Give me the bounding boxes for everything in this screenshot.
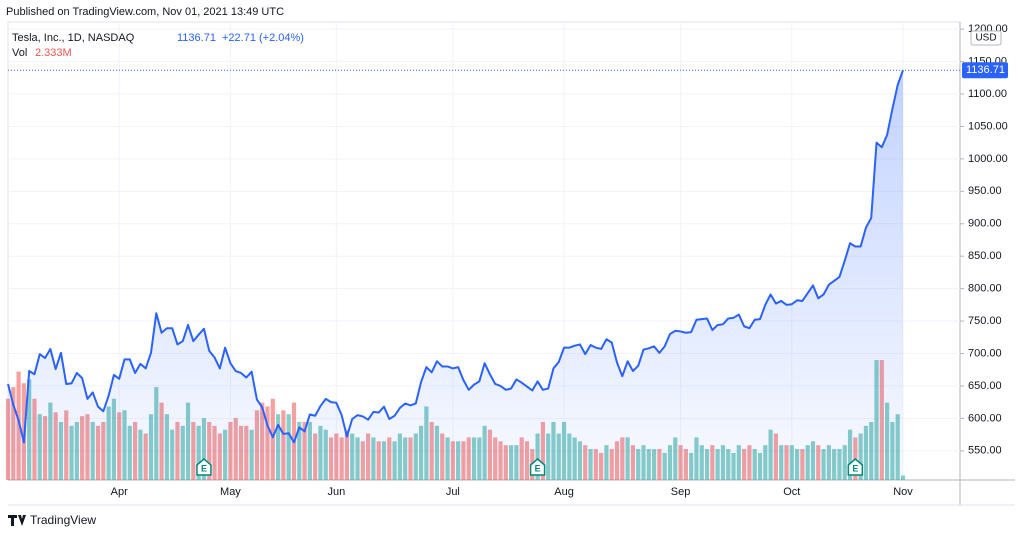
earnings-label: E (535, 463, 541, 473)
price (7, 69, 960, 480)
price-change: +22.71 (+2.04%) (222, 32, 304, 44)
x-tick-label: May (220, 486, 241, 498)
x-tick-label: Oct (783, 486, 800, 498)
earnings-label: E (852, 463, 858, 473)
published: Published on TradingView.com, Nov 01, 20… (6, 6, 284, 18)
currency: USD (975, 33, 996, 44)
x-tick-label: Apr (111, 486, 128, 498)
earnings-icon (847, 458, 864, 476)
y-tick-label: 550.00 (968, 445, 1002, 457)
earnings-label: E (201, 463, 207, 473)
y-tick-label: 800.00 (968, 283, 1002, 295)
symbol: Tesla, Inc., 1D, NASDAQ (12, 32, 135, 44)
last-price: 1136.71 (177, 32, 216, 44)
price-area (8, 70, 903, 480)
y-tick-label: 700.00 (968, 347, 1002, 359)
y-tick-label: 750.00 (968, 315, 1002, 327)
y-tick-label: 1000.00 (968, 153, 1008, 165)
y-tick-label: 950.00 (968, 185, 1002, 197)
y-tick-label: 850.00 (968, 250, 1002, 262)
y-tick-label: 600.00 (968, 412, 1002, 424)
x-tick-label: Nov (893, 486, 913, 498)
y-tick-label: 1150.00 (968, 55, 1007, 67)
brand: TradingView (30, 513, 96, 527)
y-tick-label: 650.00 (968, 380, 1002, 392)
currency-box (970, 30, 1002, 46)
brand-logo (8, 515, 26, 526)
x-tick-label: Jul (446, 486, 460, 498)
last-price-tag (962, 62, 1008, 79)
volume-value: 2.333M (35, 47, 72, 59)
last-price-tag-label: 1136.71 (966, 64, 1005, 76)
earnings-icon (529, 458, 546, 476)
y-tick-label: 900.00 (968, 218, 1002, 230)
volume-title: Vol (12, 47, 27, 59)
price-line (7, 69, 904, 444)
x-tick-label: Jun (327, 486, 345, 498)
x-tick-label: Aug (554, 486, 574, 498)
earnings-icon (196, 458, 212, 476)
y-tick-label: 1050.00 (968, 120, 1008, 132)
y-tick-label: 1100.00 (968, 88, 1007, 100)
x-tick-label: Sep (671, 486, 691, 498)
